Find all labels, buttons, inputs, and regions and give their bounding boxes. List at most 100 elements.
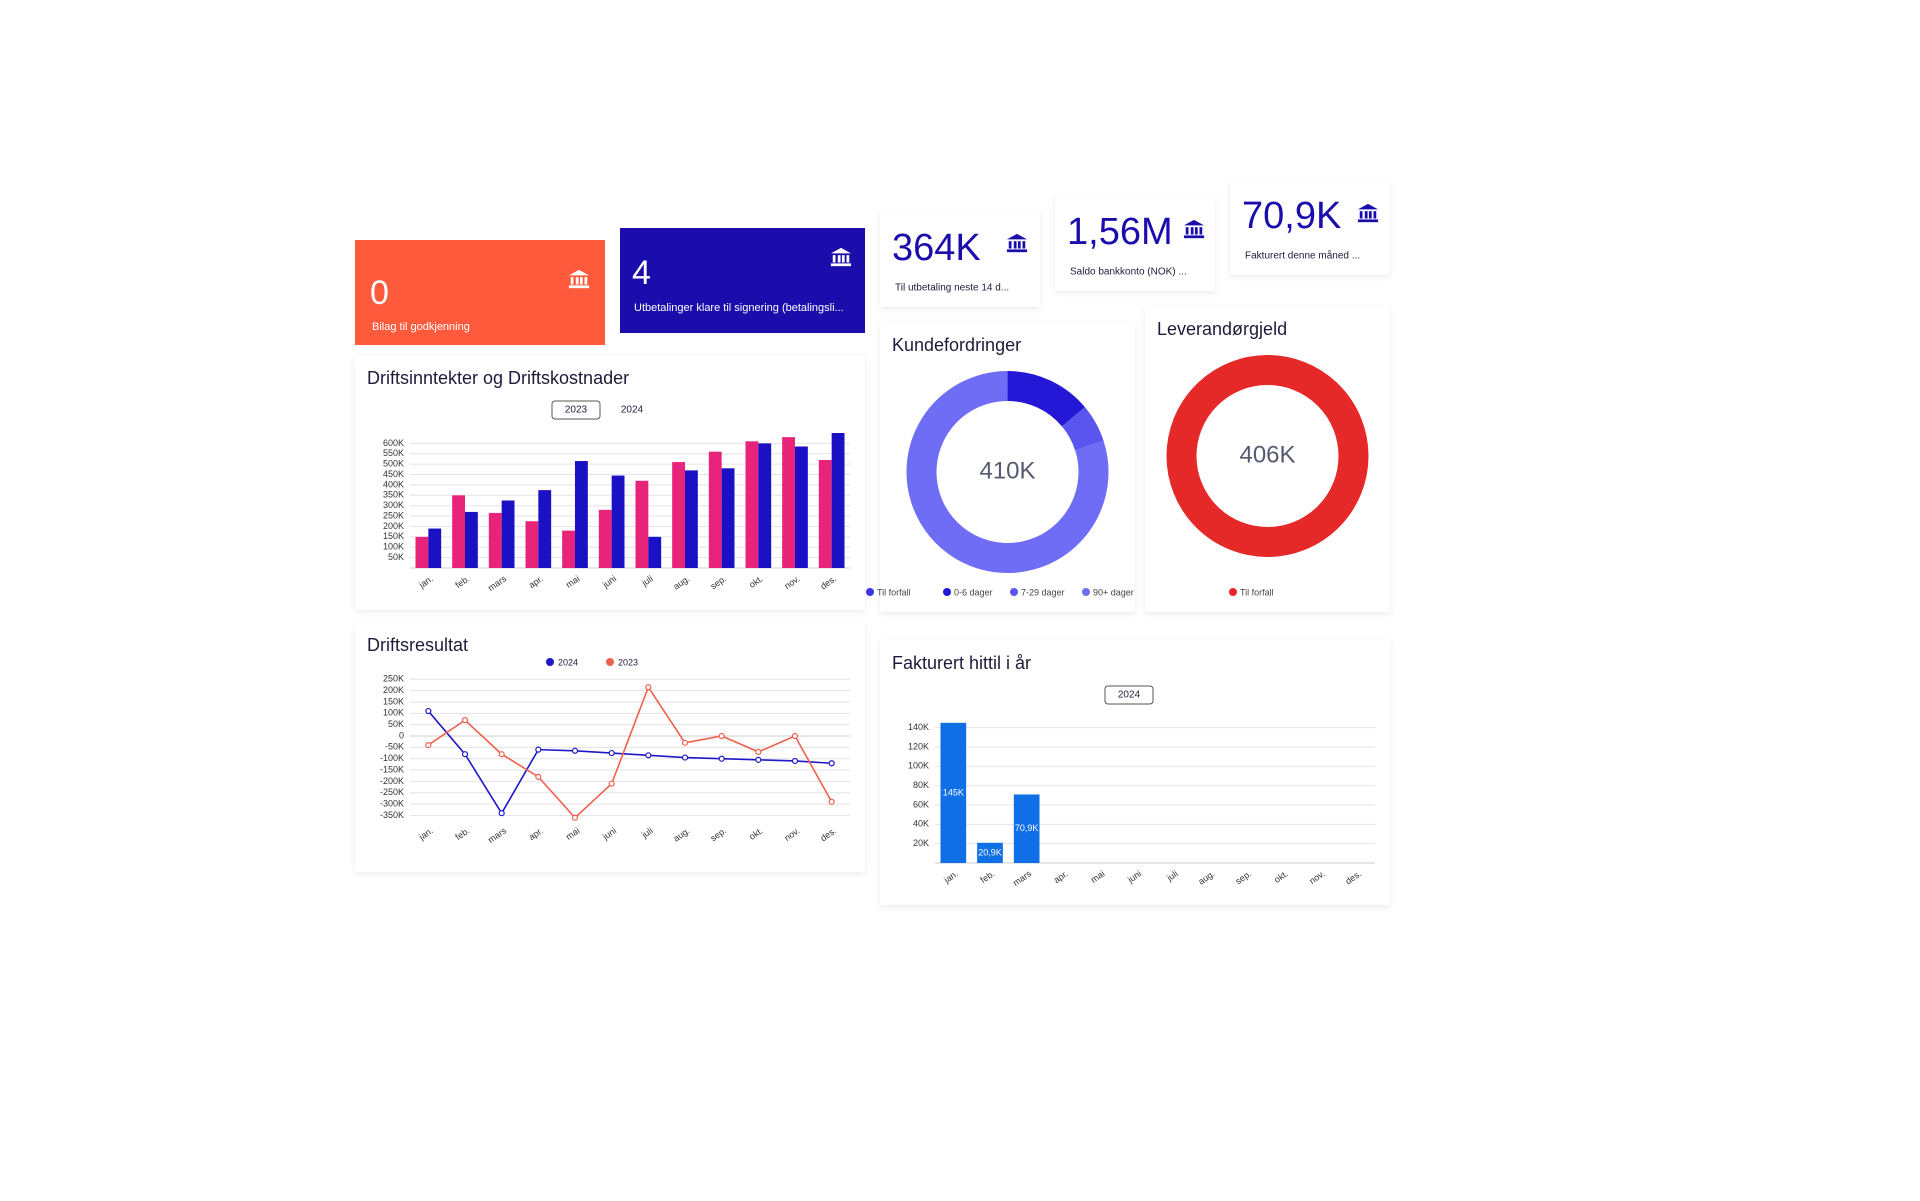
point <box>681 739 689 746</box>
y-tick-label: 400K <box>383 479 404 489</box>
y-tick-label: 20K <box>913 838 929 848</box>
bar <box>635 480 649 568</box>
kpi-label: Utbetalinger klare til signering (betali… <box>634 302 844 314</box>
legend-marker <box>1229 588 1237 596</box>
donut-slice <box>906 371 1109 573</box>
point <box>755 756 762 763</box>
point <box>461 751 469 758</box>
bar <box>818 460 832 568</box>
y-tick-label: 250K <box>383 674 404 684</box>
value-label: 145K <box>943 787 964 797</box>
card-bg <box>355 240 605 345</box>
y-tick-label: -300K <box>380 798 404 808</box>
legend-label: 2023 <box>618 657 638 667</box>
kpi-card[interactable]: 0 Bilag til godkjenning <box>355 240 605 345</box>
point <box>425 741 432 749</box>
legend-label: 7-29 dager <box>1021 587 1065 597</box>
y-tick-label: -350K <box>380 810 404 820</box>
y-tick-label: 0 <box>399 730 404 740</box>
bar <box>525 521 539 568</box>
point <box>791 732 799 740</box>
y-tick-label: 140K <box>908 722 929 732</box>
point <box>498 751 505 758</box>
legend-marker <box>866 588 874 596</box>
point <box>571 814 579 821</box>
point <box>571 747 579 754</box>
kpi-card[interactable]: 4 Utbetalinger klare til signering (beta… <box>620 228 865 333</box>
card-bg <box>620 228 865 333</box>
legend-label: 2024 <box>1118 690 1141 701</box>
point <box>645 752 652 759</box>
y-tick-label: 550K <box>383 448 404 458</box>
bar <box>648 536 662 568</box>
kpi-card[interactable]: 1,56M Saldo bankkonto (NOK) ... <box>1055 196 1215 291</box>
bar <box>708 451 722 568</box>
legend-marker <box>1082 588 1090 596</box>
kpi-label: Fakturert denne måned ... <box>1245 250 1360 262</box>
legend-label: 2024 <box>558 657 578 667</box>
y-tick-label: 450K <box>383 469 404 479</box>
donut-slice <box>906 370 1109 573</box>
y-tick-label: 200K <box>383 521 404 531</box>
legend-marker <box>606 658 614 666</box>
bar <box>611 475 625 568</box>
bar <box>428 528 442 568</box>
y-tick-label: 100K <box>383 708 404 718</box>
y-tick-label: 100K <box>908 761 929 771</box>
point <box>498 810 505 817</box>
y-tick-label: 80K <box>913 780 929 790</box>
y-tick-label: 200K <box>383 685 404 695</box>
chart-title: Leverandørgjeld <box>1157 319 1287 339</box>
point <box>461 717 469 724</box>
legend-label: 2024 <box>621 405 644 416</box>
y-tick-label: -100K <box>380 753 404 763</box>
value-label: 20,9K <box>978 847 1002 857</box>
bar <box>721 468 735 568</box>
legend-marker <box>546 658 554 666</box>
bar <box>452 495 465 568</box>
kpi-card[interactable]: 70,9K Fakturert denne måned ... <box>1230 180 1390 275</box>
y-tick-label: -250K <box>380 787 404 797</box>
legend-label: Til forfall <box>1240 587 1274 597</box>
y-tick-label: 250K <box>383 510 404 520</box>
bar <box>598 509 612 568</box>
bar <box>415 536 429 568</box>
y-tick-label: -50K <box>385 742 404 752</box>
point <box>608 780 615 787</box>
y-tick-label: 120K <box>908 741 929 751</box>
donut-slice <box>1166 355 1369 557</box>
kpi-value: 70,9K <box>1242 195 1341 237</box>
legend-marker <box>943 588 951 596</box>
legend-button[interactable] <box>551 400 601 420</box>
bar <box>782 437 795 568</box>
legend-marker <box>1010 588 1018 596</box>
bar <box>831 433 845 568</box>
chart-title: Fakturert hittil i år <box>892 653 1031 673</box>
y-tick-label: 600K <box>383 438 404 448</box>
center-label: 410K <box>979 457 1035 484</box>
card-bg <box>1230 180 1390 275</box>
y-tick-label: 50K <box>388 552 404 562</box>
y-tick-label: 150K <box>383 531 404 541</box>
kpi-value: 364K <box>892 227 981 269</box>
bar <box>940 722 967 863</box>
point <box>718 755 725 762</box>
chart-title: Driftsinntekter og Driftskostnader <box>367 368 629 388</box>
y-tick-label: 50K <box>388 719 404 729</box>
point <box>828 760 835 767</box>
legend-button[interactable] <box>1104 685 1154 705</box>
bar <box>672 462 685 568</box>
bar <box>1013 794 1040 863</box>
chart-title: Kundefordringer <box>892 335 1021 355</box>
kpi-label: Saldo bankkonto (NOK) ... <box>1070 267 1187 278</box>
bar <box>745 441 759 568</box>
kpi-label: Bilag til godkjenning <box>372 321 470 333</box>
bar <box>488 512 502 568</box>
y-tick-label: 40K <box>913 819 929 829</box>
y-tick-label: 100K <box>383 542 404 552</box>
kpi-value: 4 <box>632 254 651 292</box>
kpi-card[interactable]: 364K Til utbetaling neste 14 d... <box>880 212 1040 307</box>
point <box>425 707 432 715</box>
point <box>608 749 615 757</box>
